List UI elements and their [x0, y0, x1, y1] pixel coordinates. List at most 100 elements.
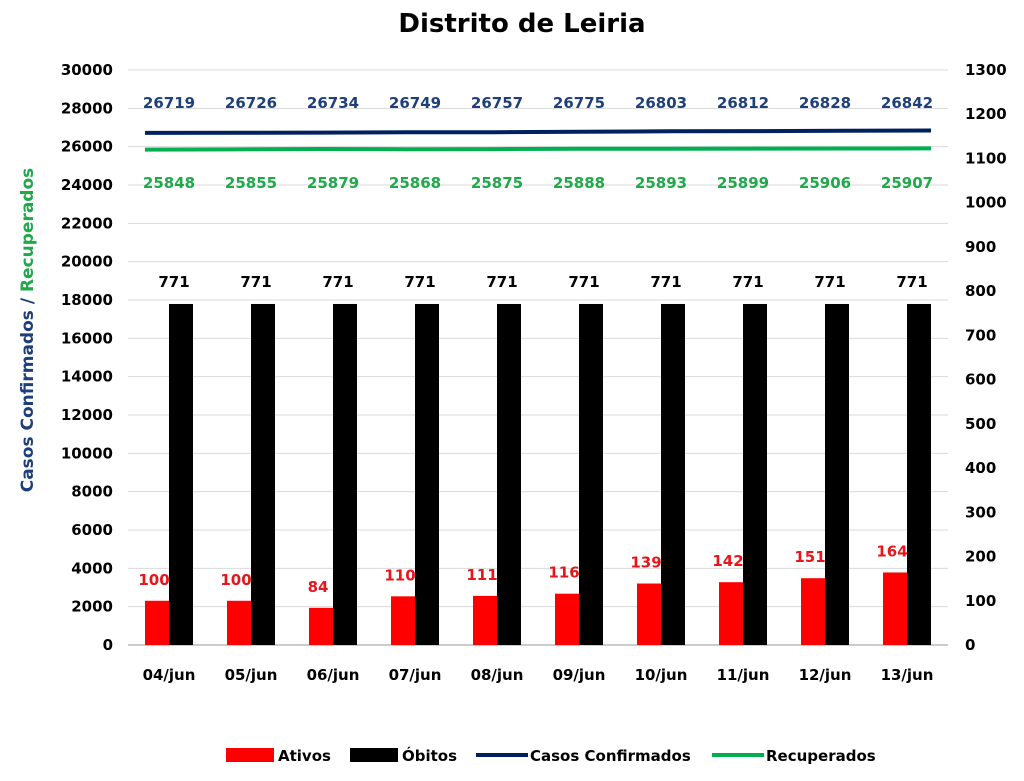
- data-label-recuperados: 25879: [307, 174, 359, 192]
- legend-ativos-swatch: [226, 748, 274, 762]
- line-casos-confirmados: [144, 128, 932, 135]
- left-tick-label: 20000: [61, 253, 113, 271]
- right-tick-label: 1200: [965, 105, 1007, 123]
- right-tick-label: 700: [965, 326, 996, 344]
- data-label-recuperados: 25848: [143, 174, 195, 192]
- legend: Ativos Óbitos Casos Confirmados Recuperados: [226, 746, 876, 765]
- data-label-ativos: 164: [876, 542, 907, 560]
- y-axis-label-confirmados: Casos Confirmados: [18, 310, 38, 492]
- bar-obitos: [579, 303, 603, 645]
- bar-obitos: [825, 303, 849, 645]
- data-label-confirmados: 26812: [717, 94, 769, 112]
- x-tick-label: 05/jun: [225, 666, 278, 684]
- data-label-ativos: 100: [220, 571, 251, 589]
- data-label-confirmados: 26803: [635, 94, 687, 112]
- y-axis-label-separator: /: [18, 292, 38, 310]
- x-tick-label: 07/jun: [389, 666, 442, 684]
- left-tick-label: 24000: [61, 176, 113, 194]
- data-label-ativos: 84: [308, 578, 329, 596]
- right-tick-label: 100: [965, 592, 996, 610]
- x-axis-ticks: 04/jun 05/jun 06/jun 07/jun 08/jun 09/jun 10/j…: [143, 666, 934, 684]
- data-label-confirmados: 26775: [553, 94, 605, 112]
- left-tick-label: 26000: [61, 138, 113, 156]
- left-tick-label: 16000: [61, 329, 113, 347]
- data-label-ativos: 100: [138, 571, 169, 589]
- y-axis-label: Casos Confirmados / Recuperados: [18, 168, 38, 493]
- x-tick-label: 08/jun: [471, 666, 524, 684]
- data-label-confirmados: 26726: [225, 94, 277, 112]
- data-label-ativos: 111: [466, 566, 497, 584]
- left-tick-label: 8000: [71, 483, 113, 501]
- right-tick-label: 1100: [965, 149, 1007, 167]
- data-label-obitos: 771: [568, 273, 599, 291]
- data-label-recuperados: 25906: [799, 174, 851, 192]
- left-tick-label: 30000: [61, 61, 113, 79]
- left-tick-label: 18000: [61, 291, 113, 309]
- bar-ativos: [473, 595, 497, 645]
- right-tick-label: 400: [965, 459, 996, 477]
- legend-obitos-swatch: [350, 748, 398, 762]
- bar-obitos: [497, 303, 521, 645]
- right-tick-label: 1300: [965, 61, 1007, 79]
- right-tick-label: 0: [965, 636, 975, 654]
- x-tick-label: 06/jun: [307, 666, 360, 684]
- left-tick-label: 2000: [71, 598, 113, 616]
- left-tick-label: 4000: [71, 559, 113, 577]
- right-axis-ticks: 0 100 200 300 400 500 600 700 800 900 1000 1100 1200…: [965, 61, 1007, 654]
- bar-obitos: [333, 303, 357, 645]
- data-label-recuperados: 25855: [225, 174, 277, 192]
- bar-ativos: [637, 583, 661, 645]
- data-label-obitos: 771: [404, 273, 435, 291]
- chart-title: Distrito de Leiria: [398, 9, 645, 39]
- x-tick-label: 04/jun: [143, 666, 196, 684]
- data-label-recuperados: 25893: [635, 174, 687, 192]
- data-label-recuperados: 25899: [717, 174, 769, 192]
- right-tick-label: 900: [965, 238, 996, 256]
- bar-ativos: [801, 578, 825, 645]
- bar-ativos: [555, 593, 579, 645]
- x-tick-label: 11/jun: [717, 666, 770, 684]
- left-tick-label: 22000: [61, 214, 113, 232]
- data-label-obitos: 771: [732, 273, 763, 291]
- data-label-confirmados: 26734: [307, 94, 359, 112]
- left-axis-ticks: 0 2000 4000 6000 8000 10000 12000 14000 16000 180…: [61, 61, 113, 654]
- right-tick-label: 200: [965, 548, 996, 566]
- line-recuperados: [144, 146, 932, 152]
- bar-ativos: [227, 600, 251, 645]
- data-label-recuperados: 25888: [553, 174, 605, 192]
- lines: [144, 128, 932, 152]
- data-label-ativos: 116: [548, 564, 579, 582]
- left-tick-label: 6000: [71, 521, 113, 539]
- data-label-confirmados: 26828: [799, 94, 851, 112]
- legend-casos-confirmados-label: Casos Confirmados: [530, 747, 691, 765]
- right-tick-label: 600: [965, 371, 996, 389]
- data-label-recuperados: 25875: [471, 174, 523, 192]
- data-label-ativos: 142: [712, 552, 743, 570]
- data-label-ativos: 151: [794, 548, 825, 566]
- data-label-recuperados: 25907: [881, 174, 933, 192]
- x-tick-label: 12/jun: [799, 666, 852, 684]
- bar-obitos: [169, 303, 193, 645]
- data-label-obitos: 771: [486, 273, 517, 291]
- left-tick-label: 12000: [61, 406, 113, 424]
- data-label-obitos: 771: [322, 273, 353, 291]
- bar-obitos: [743, 303, 767, 645]
- bar-obitos: [907, 303, 931, 645]
- right-tick-label: 800: [965, 282, 996, 300]
- data-label-ativos: 139: [630, 554, 661, 572]
- legend-obitos-label: Óbitos: [402, 746, 457, 765]
- bar-obitos: [251, 303, 275, 645]
- data-label-recuperados: 25868: [389, 174, 441, 192]
- bar-obitos: [415, 303, 439, 645]
- data-label-ativos: 110: [384, 566, 415, 584]
- bar-ativos: [309, 607, 333, 645]
- bar-ativos: [391, 596, 415, 645]
- data-label-obitos: 771: [158, 273, 189, 291]
- data-label-obitos: 771: [896, 273, 927, 291]
- y-axis-label-recuperados: Recuperados: [18, 168, 38, 292]
- data-label-obitos: 771: [240, 273, 271, 291]
- legend-recuperados-label: Recuperados: [766, 747, 876, 765]
- x-tick-label: 09/jun: [553, 666, 606, 684]
- bar-obitos: [661, 303, 685, 645]
